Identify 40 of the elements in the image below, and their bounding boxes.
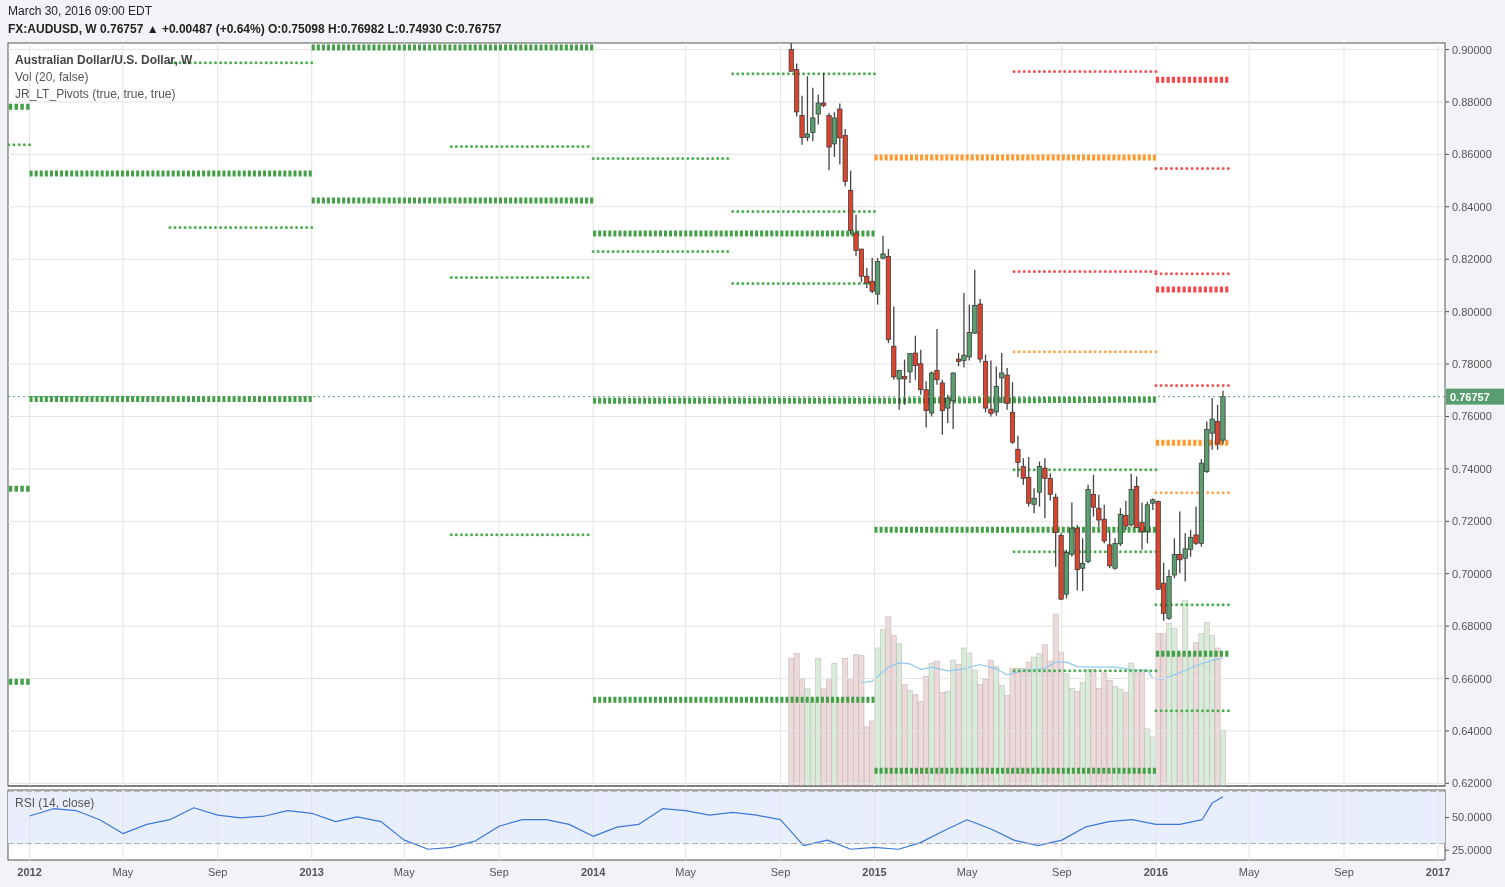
ref-line-label: 0.76757 — [1450, 390, 1490, 403]
x-tick-label: May — [956, 866, 978, 878]
x-tick-label: 2016 — [1143, 866, 1169, 878]
y-tick-label: 0.76000 — [1452, 410, 1492, 423]
x-tick-label: May — [393, 866, 416, 878]
x-tick-label: 2014 — [580, 866, 607, 878]
y-tick-label: 0.74000 — [1452, 462, 1492, 475]
text: Australian Dollar/U.S. Dollar, W — [15, 53, 194, 67]
x-tick-label: Sep — [1052, 866, 1072, 878]
y-tick-label: 0.72000 — [1452, 515, 1492, 528]
y-tick-label: 0.82000 — [1452, 253, 1492, 266]
y-tick-label: 0.70000 — [1452, 567, 1492, 580]
text: March 30, 2016 09:00 EDT — [8, 4, 153, 18]
y-tick-label: 0.64000 — [1452, 724, 1492, 737]
y-tick-label: 0.62000 — [1452, 777, 1492, 790]
x-tick-label: Sep — [489, 866, 509, 878]
text: RSI (14, close) — [15, 796, 95, 810]
y-tick-label: 0.80000 — [1452, 305, 1492, 318]
y-tick-label: 0.84000 — [1452, 200, 1492, 213]
x-tick-label: Sep — [207, 866, 228, 878]
y-tick-label: 50.0000 — [1452, 811, 1492, 824]
x-tick-label: 2017 — [1425, 866, 1451, 878]
y-tick-label: 25.0000 — [1452, 844, 1492, 857]
y-tick-label: 0.90000 — [1452, 43, 1492, 56]
y-tick-label: 0.88000 — [1452, 95, 1492, 108]
y-tick-label: 0.68000 — [1452, 620, 1492, 633]
y-tick-label: 0.78000 — [1452, 358, 1492, 371]
chart-title: Vol (20, false) — [15, 70, 89, 84]
x-tick-label: Sep — [770, 866, 791, 878]
x-tick-label: Sep — [1334, 866, 1354, 878]
chart-subtitle: FX:AUDUSD, W 0.76757 ▲ +0.00487 (+0.64%) O:0.75098 H:0.76982 L:0.74930 C:0.76757 — [8, 22, 502, 36]
x-tick-label: May — [112, 866, 134, 878]
x-tick-label: 2015 — [862, 866, 887, 878]
x-tick-label: May — [1238, 866, 1261, 878]
x-tick-label: May — [675, 866, 697, 878]
annotation: JR_LT_Pivots (true, true, true) — [15, 87, 176, 101]
y-tick-label: 0.66000 — [1452, 672, 1492, 685]
x-tick-label: 2012 — [17, 866, 42, 878]
y-tick-label: 0.86000 — [1452, 148, 1492, 161]
x-tick-label: 2013 — [299, 866, 324, 878]
